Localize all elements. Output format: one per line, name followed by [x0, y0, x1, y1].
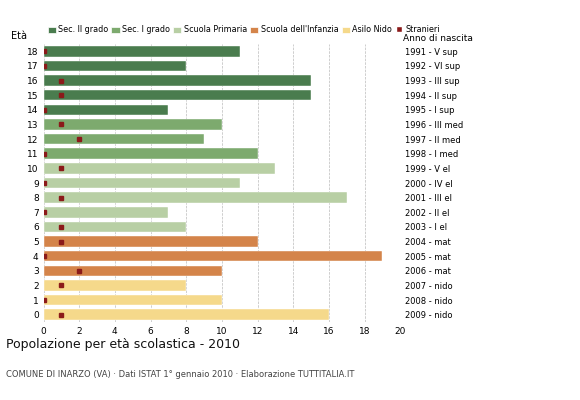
Bar: [44, 119, 222, 130]
Bar: [44, 266, 222, 276]
Bar: [44, 207, 168, 218]
Bar: [44, 251, 382, 262]
Bar: [44, 46, 240, 56]
Text: Anno di nascita: Anno di nascita: [403, 34, 473, 43]
Bar: [44, 148, 258, 159]
Text: Popolazione per età scolastica - 2010: Popolazione per età scolastica - 2010: [6, 338, 240, 351]
Bar: [44, 192, 347, 203]
Bar: [44, 61, 186, 71]
Bar: [44, 134, 204, 144]
Bar: [44, 310, 329, 320]
Bar: [44, 236, 258, 247]
Bar: [44, 222, 186, 232]
Legend: Sec. II grado, Sec. I grado, Scuola Primaria, Scuola dell'Infanzia, Asilo Nido, : Sec. II grado, Sec. I grado, Scuola Prim…: [48, 26, 440, 34]
Text: COMUNE DI INARZO (VA) · Dati ISTAT 1° gennaio 2010 · Elaborazione TUTTITALIA.IT: COMUNE DI INARZO (VA) · Dati ISTAT 1° ge…: [6, 370, 354, 379]
Text: Età: Età: [12, 31, 27, 41]
Bar: [44, 104, 168, 115]
Bar: [44, 178, 240, 188]
Bar: [44, 75, 311, 86]
Bar: [44, 295, 222, 305]
Bar: [44, 90, 311, 100]
Bar: [44, 280, 186, 291]
Bar: [44, 163, 276, 174]
